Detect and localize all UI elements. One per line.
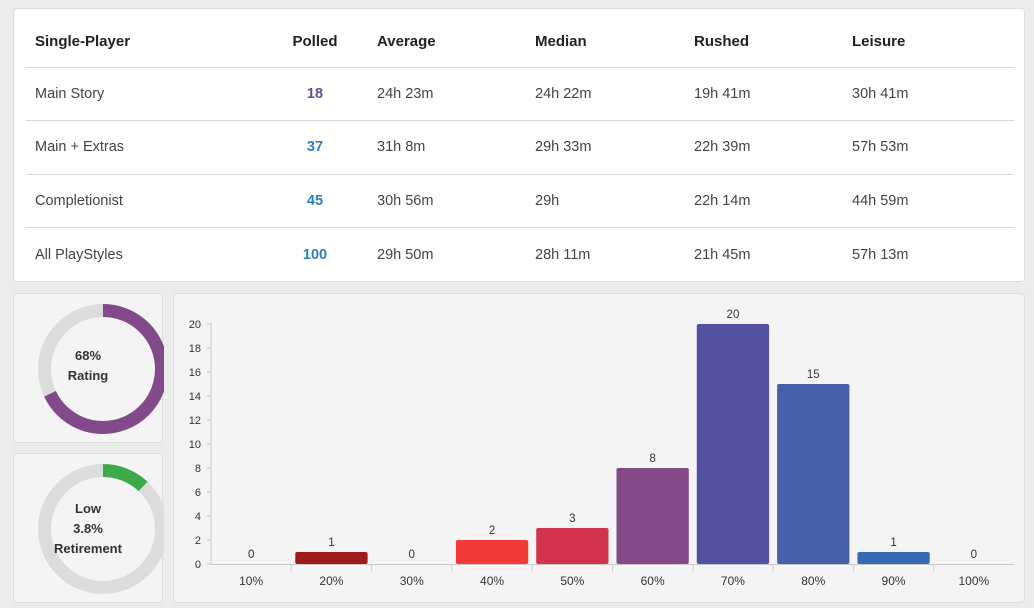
x-category-label: 20%: [319, 574, 343, 588]
bar-value-label: 20: [727, 309, 740, 321]
header-leisure: Leisure: [843, 17, 1014, 68]
playtime-table: Single-Player Polled Average Median Rush…: [26, 17, 1014, 281]
table-row: Main Story 18 24h 23m 24h 22m 19h 41m 30…: [26, 67, 1014, 121]
bar-value-label: 8: [649, 453, 655, 465]
x-category-label: 30%: [400, 574, 424, 588]
bar-value-label: 1: [328, 537, 334, 549]
rating-label: Rating: [67, 368, 109, 383]
retirement-card: Low 3.8% Retirement: [13, 453, 164, 603]
row-average: 30h 56m: [368, 174, 526, 228]
row-median: 29h 33m: [526, 120, 685, 175]
row-leisure: 57h 13m: [852, 246, 909, 263]
header-rushed: Rushed: [685, 17, 843, 68]
y-tick-label: 14: [189, 391, 201, 403]
row-median: 29h: [526, 174, 685, 228]
x-category-label: 40%: [480, 574, 504, 588]
bar: [295, 552, 368, 564]
header-polled: Polled: [262, 17, 368, 68]
rating-distribution-card: 0 2 4 6 8 10 12 14 16 18 20 0 10% 1 20% 0 30% 2 40% 3 50% 8 60…: [173, 293, 1025, 603]
y-tick-label: 16: [189, 367, 201, 379]
row-label: All PlayStyles: [35, 246, 123, 263]
row-leisure: 44h 59m: [843, 174, 1014, 228]
y-tick-label: 12: [189, 415, 201, 427]
row-polled: 18: [262, 67, 368, 121]
row-polled: 37: [262, 120, 368, 175]
row-label: Completionist: [26, 174, 262, 228]
rating-distribution-chart: 02468101214161820010%120%030%240%350%860…: [189, 309, 1014, 588]
row-average: 31h 8m: [368, 120, 526, 175]
retirement-label: Retirement: [54, 541, 122, 556]
x-category-label: 70%: [721, 574, 745, 588]
y-tick-label: 0: [195, 559, 201, 571]
retirement-value: 3.8%: [73, 521, 103, 536]
x-category-label: 100%: [958, 574, 989, 588]
row-average: 24h 23m: [368, 67, 526, 121]
row-leisure: 57h 53m: [843, 120, 1014, 175]
y-tick-label: 8: [195, 463, 201, 475]
header-single-player: Single-Player: [26, 17, 262, 68]
row-rushed: 22h 14m: [685, 174, 843, 228]
row-rushed: 21h 45m: [694, 246, 751, 263]
row-rushed: 22h 39m: [685, 120, 843, 175]
row-median: 28h 11m: [535, 246, 591, 263]
bar-value-label: 0: [409, 549, 415, 561]
bar: [455, 540, 529, 564]
table-row: All PlayStyles 100 29h 50m 28h 11m 21h 4…: [26, 228, 1014, 282]
y-tick-label: 18: [189, 343, 201, 355]
row-label: Main Story: [26, 67, 262, 121]
rating-ring: [38, 304, 164, 434]
y-tick-label: 2: [195, 535, 201, 547]
row-rushed: 19h 41m: [685, 67, 843, 121]
bar: [857, 552, 930, 564]
x-category-label: 60%: [641, 574, 665, 588]
row-label: Main + Extras: [26, 120, 262, 175]
bar-value-label: 1: [890, 537, 896, 549]
bar: [696, 324, 770, 564]
bar-value-label: 15: [807, 369, 820, 381]
playtime-table-card: Single-Player Polled Average Median Rush…: [13, 8, 1025, 282]
row-polled: 100: [302, 246, 328, 263]
y-tick-label: 10: [189, 439, 201, 451]
bar: [536, 528, 609, 564]
retirement-ring-fill: [38, 464, 164, 594]
bar: [616, 468, 689, 564]
rating-card: 68% Rating: [13, 293, 164, 443]
retirement-ring: [38, 464, 164, 594]
y-tick-label: 6: [195, 487, 201, 499]
bar-value-label: 3: [569, 513, 575, 525]
x-category-label: 80%: [801, 574, 825, 588]
rating-ring-fill: [38, 304, 164, 434]
table-row: Completionist 45 30h 56m 29h 22h 14m 44h…: [26, 174, 1014, 228]
rating-value: 68%: [74, 348, 102, 363]
bar: [777, 384, 850, 564]
y-tick-label: 4: [195, 511, 201, 523]
x-category-label: 90%: [882, 574, 906, 588]
row-leisure: 30h 41m: [843, 67, 1014, 121]
header-median: Median: [526, 17, 685, 68]
row-polled: 45: [262, 174, 368, 228]
bar-value-label: 0: [971, 549, 977, 561]
x-category-label: 10%: [239, 574, 263, 588]
table-header-row: Single-Player Polled Average Median Rush…: [26, 17, 1014, 68]
y-tick-label: 20: [189, 319, 201, 331]
row-median: 24h 22m: [526, 67, 685, 121]
row-average: 29h 50m: [377, 246, 434, 263]
x-category-label: 50%: [560, 574, 584, 588]
header-average: Average: [368, 17, 526, 68]
table-row: Main + Extras 37 31h 8m 29h 33m 22h 39m …: [26, 120, 1014, 175]
bar-value-label: 2: [489, 525, 495, 537]
bar-value-label: 0: [248, 549, 254, 561]
retirement-level: Low: [75, 501, 101, 516]
